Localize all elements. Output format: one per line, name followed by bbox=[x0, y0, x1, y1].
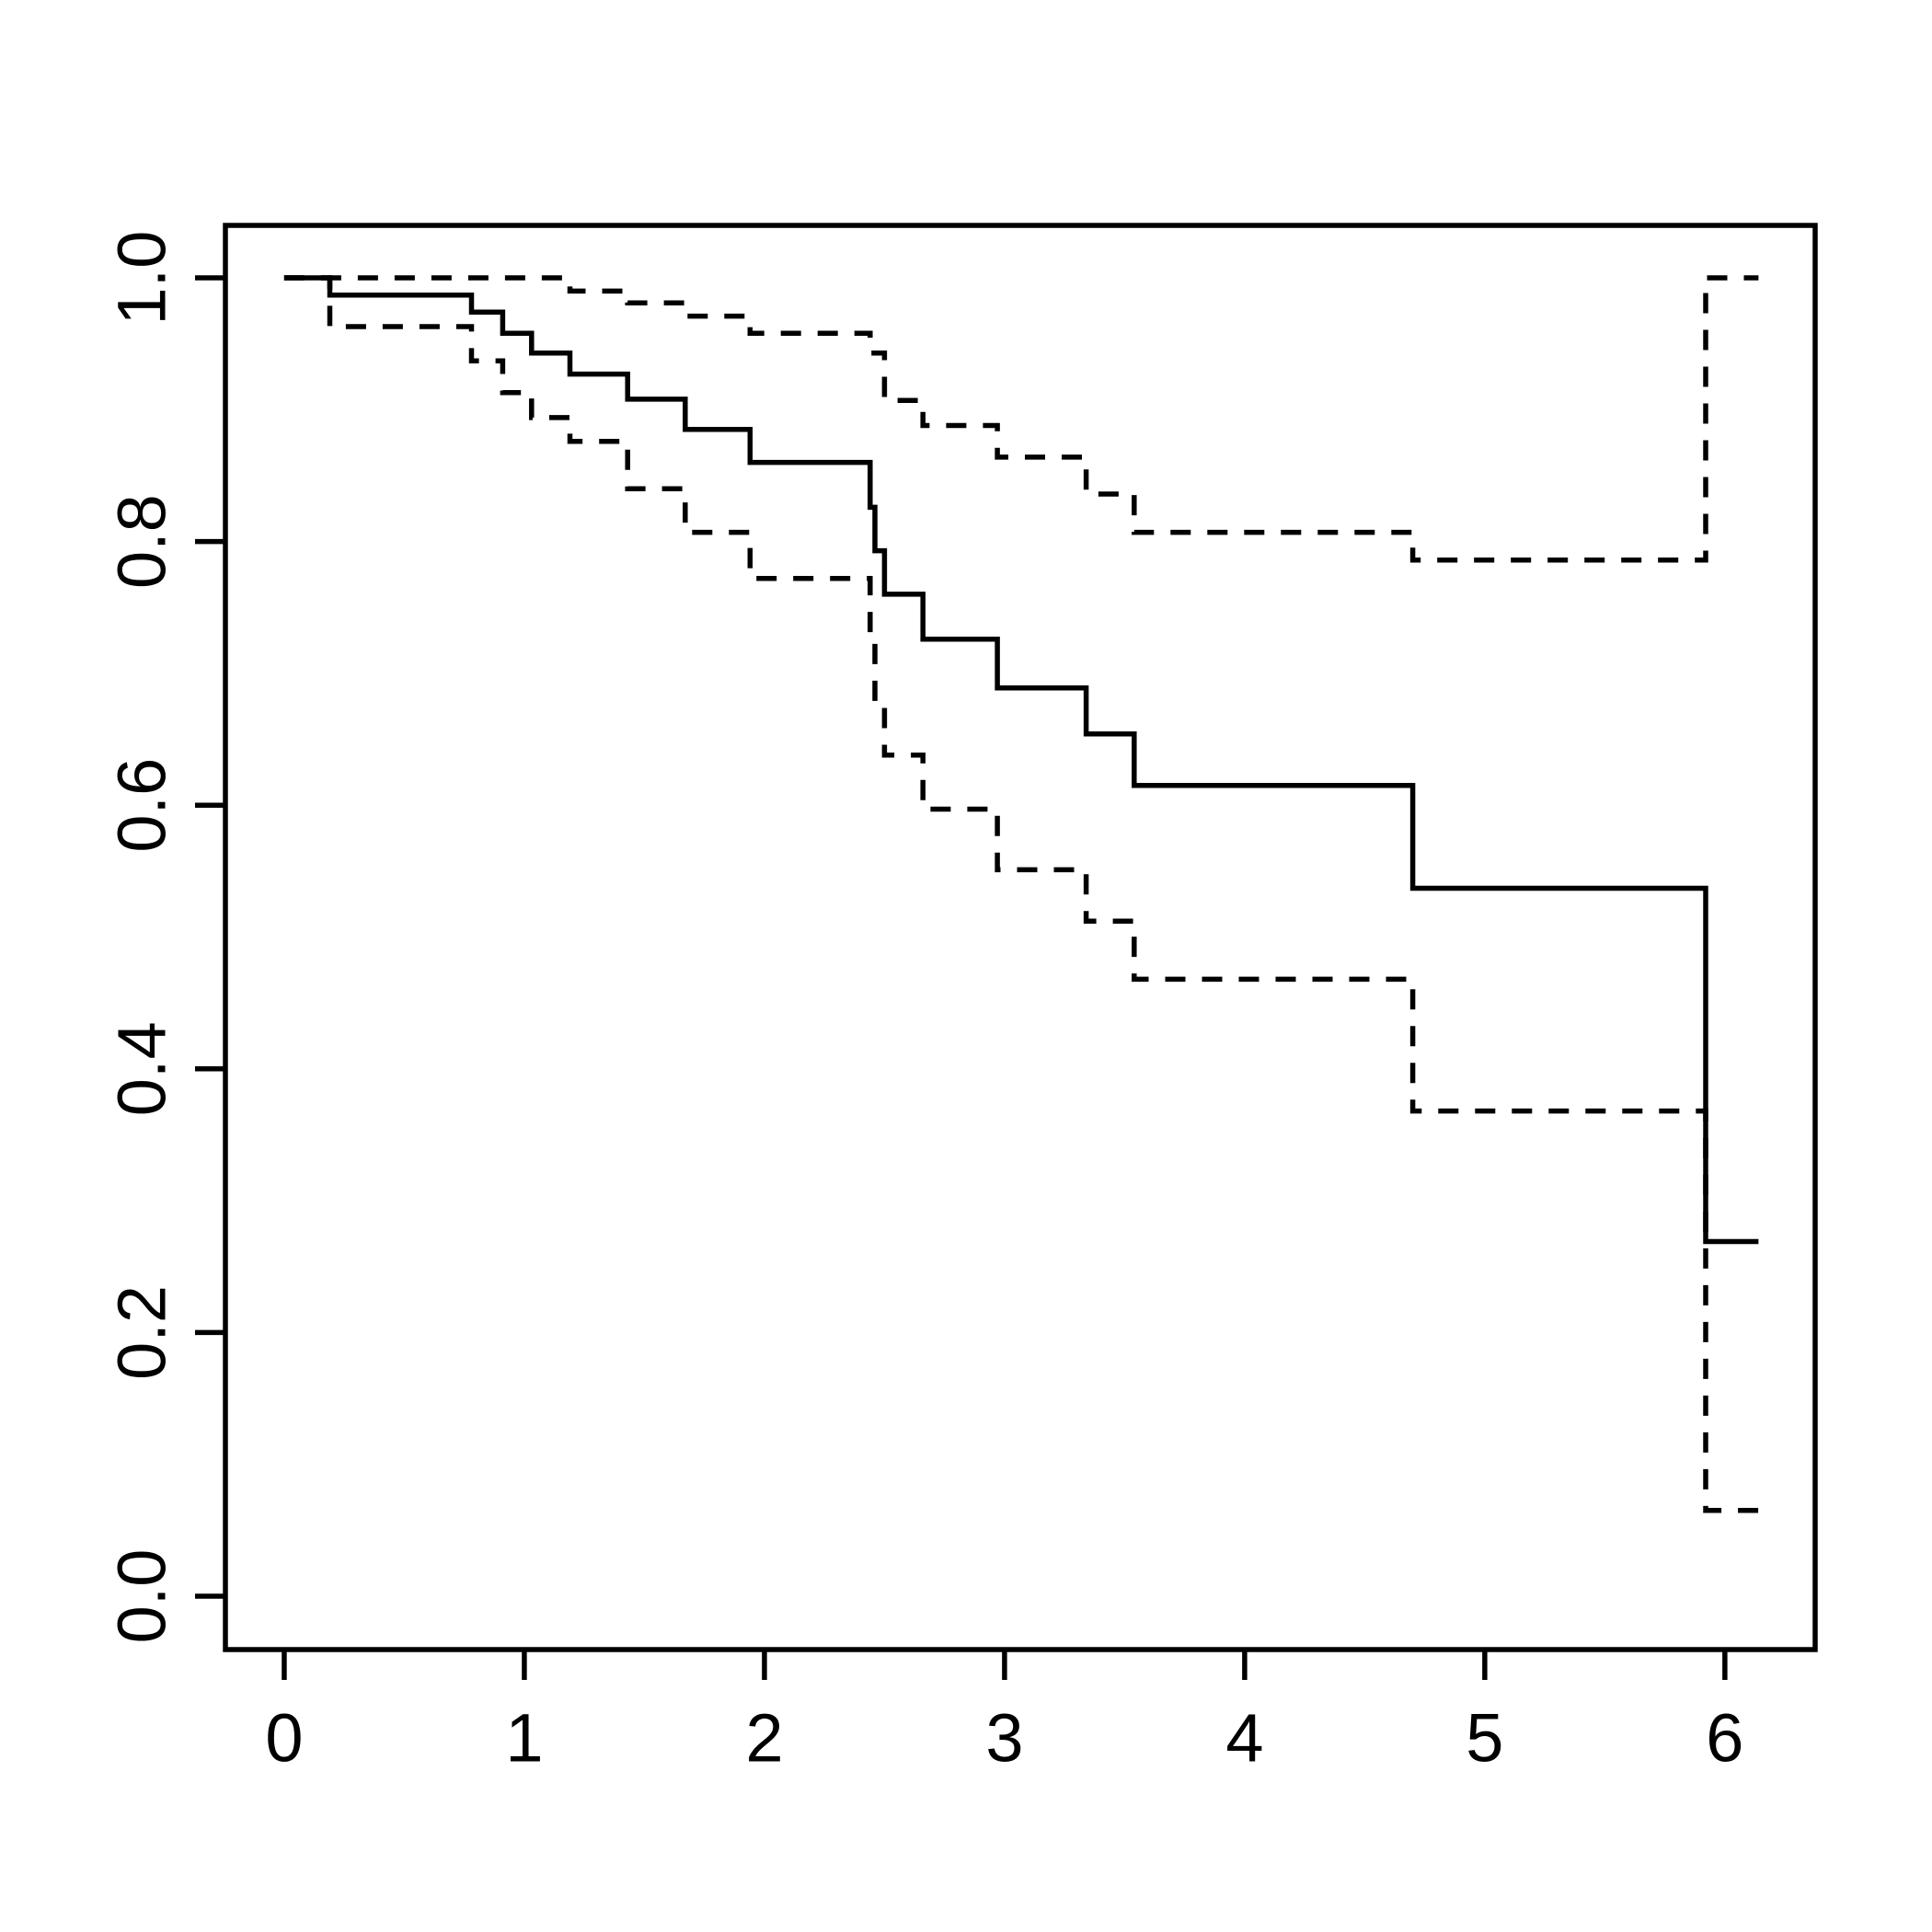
x-axis-tick-label: 3 bbox=[985, 1700, 1023, 1777]
y-axis-tick-label: 0.6 bbox=[104, 758, 180, 853]
y-axis-tick-label: 1.0 bbox=[104, 231, 180, 326]
y-axis-tick-label: 0.8 bbox=[104, 494, 180, 589]
upper-95-ci-curve bbox=[283, 275, 1759, 563]
y-axis-tick-label: 0.4 bbox=[104, 1021, 180, 1116]
x-axis-tick-label: 4 bbox=[1225, 1700, 1263, 1777]
x-axis-tick-label: 1 bbox=[505, 1700, 543, 1777]
y-axis-tick-label: 0.0 bbox=[104, 1549, 180, 1644]
lower-95-ci-curve bbox=[283, 275, 1759, 1513]
plot-border bbox=[223, 223, 1818, 1652]
x-axis-tick-label: 6 bbox=[1706, 1700, 1743, 1777]
x-axis-tick-label: 2 bbox=[745, 1700, 783, 1777]
survival-estimate-curve bbox=[283, 275, 1759, 1245]
x-axis-tick-label: 0 bbox=[265, 1700, 303, 1777]
x-axis-tick-label: 5 bbox=[1466, 1700, 1503, 1777]
y-axis-tick-label: 0.2 bbox=[104, 1285, 180, 1380]
